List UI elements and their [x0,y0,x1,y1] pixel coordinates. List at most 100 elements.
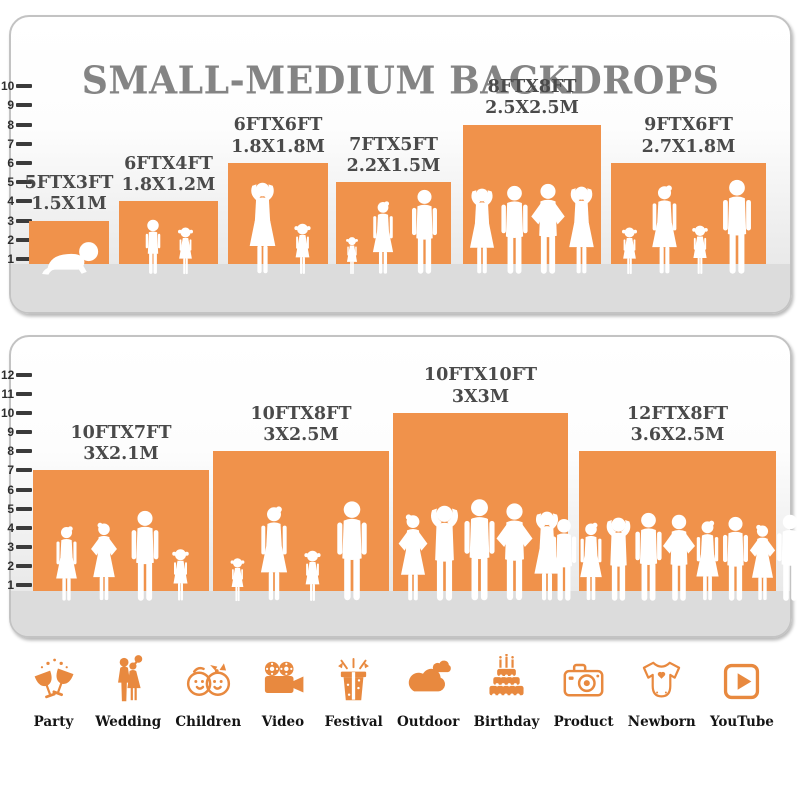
ruler-number-2: 2 [7,232,14,247]
ruler-tick-6 [16,161,32,165]
page-title: SMALL-MEDIUM BACKDROPS [81,56,720,103]
ruler-tick-8 [16,449,32,454]
ruler-number-10: 10 [1,406,15,421]
ruler-number-6: 6 [7,482,14,497]
category-label: Wedding [95,714,162,730]
ruler-tick-3 [16,218,32,223]
size-meters: 1.8X1.2M [121,175,216,196]
category-video: Video [255,654,310,730]
festival-icon [338,657,370,701]
ruler-number-11: 11 [1,387,14,401]
backdrop-bar-10FTX8FT: 10FTX8FT 3X2.5M [213,337,389,636]
ruler-number-2: 2 [7,558,14,573]
person-boy-silhouette [140,217,166,275]
category-label: Children [175,714,242,730]
category-label: Party [33,714,74,730]
ruler-number-8: 8 [7,117,14,132]
person-woman-silhouette [644,185,685,275]
backdrop-bar-10FTX7FT: 10FTX7FT 3X2.1M [33,337,209,636]
person-girl-silhouette [343,235,361,275]
category-festival: Festival [325,654,383,730]
category-party: Party [26,654,81,730]
size-meters: 3X3M [451,386,510,407]
ruler-number-7: 7 [7,136,14,151]
ruler-tick-4 [16,525,32,530]
backdrop-size-label: 12FTX8FT 3.6X2.5M [627,404,728,447]
category-label: Birthday [473,714,540,730]
ruler-number-3: 3 [7,539,14,554]
ruler-tick-6 [16,487,32,492]
video-icon [265,661,304,694]
backdrop-bar-12FTX8FT: 12FTX8FT 3.6X2.5M [579,337,776,636]
ruler-number-9: 9 [7,425,14,440]
ruler-number-7: 7 [7,463,14,478]
size-meters: 1.5X1M [31,194,107,215]
backdrop-bar-10FTX10FT: 10FTX10FT 3X3M [393,337,568,636]
people-silhouettes [555,512,800,602]
size-meters: 2.2X1.5M [346,155,441,176]
person-man-silhouette [770,514,800,602]
ruler-tick-11 [16,392,32,396]
category-birthday: Birthday [473,654,540,730]
ruler-tick-3 [16,544,32,549]
backdrop-size-label: 10FTX7FT 3X2.1M [70,423,171,466]
ruler-number-12: 12 [1,367,15,382]
backdrop-bar-8FTX8FT: 8FTX8FT 2.5X2.5M [463,17,601,312]
children-icon [186,663,230,696]
size-feet: 6FTX4FT [124,153,213,174]
category-label: YouTube [709,714,774,730]
size-feet: 8FTX8FT [487,76,577,97]
category-newborn: Newborn [628,654,696,730]
person-girl-silhouette [227,556,248,602]
person-woman-hip-silhouette [86,522,122,602]
ruler-tick-1 [16,257,32,261]
ruler-number-1: 1 [7,578,14,592]
size-feet: 10FTX8FT [250,403,352,424]
size-meters: 2.7X1.8M [641,136,736,157]
category-label: Newborn [627,714,696,730]
ruler-tick-10 [16,411,32,416]
ruler-number-4: 4 [7,194,14,209]
ruler-number-5: 5 [7,175,14,190]
ruler-tick-10 [16,84,32,89]
backdrop-size-label: 8FTX8FT 2.5X2.5M [485,77,579,120]
person-man-silhouette [124,510,166,602]
size-feet: 6FTX6FT [233,115,323,136]
ruler-tick-4 [16,199,32,204]
backdrop-size-label: 9FTX6FT 2.7X1.8M [642,115,736,158]
size-feet: 10FTX7FT [70,422,172,443]
size-feet: 5FTX3FT [24,172,114,193]
wedding-icon [117,655,142,702]
person-woman-up-silhouette [241,181,284,275]
person-man-silhouette [715,179,759,275]
category-product: Product [554,654,614,730]
ruler-number-3: 3 [7,213,14,228]
ruler-tick-5 [16,180,32,185]
panel-small-backdrops: SMALL-MEDIUM BACKDROPS 1 2 3 4 5 6 7 8 9 10 5FTX3… [1,15,792,314]
ruler-tick-1 [16,583,32,587]
category-row: Party Wedding Children Video Festival Ou… [26,654,774,730]
backdrop-bar-5FTX3FT: 5FTX3FT 1.5X1M [25,17,113,312]
person-girl-silhouette [300,548,325,602]
ruler-number-5: 5 [7,501,14,516]
backdrop-bar-rect [228,163,328,264]
ruler-number-9: 9 [7,98,14,113]
person-baby-silhouette [34,237,104,275]
ruler-tick-8 [16,122,32,127]
category-outdoor: Outdoor [397,654,459,730]
category-wedding: Wedding [95,654,161,730]
ruler-tick-5 [16,506,32,511]
ruler-number-4: 4 [7,520,14,535]
product-icon [563,663,604,697]
category-children: Children [175,654,241,730]
outdoor-icon [408,660,451,692]
person-woman-silhouette [366,201,400,275]
category-label: Festival [324,714,383,730]
backdrop-size-label: 10FTX8FT 3X2.5M [250,404,351,447]
size-meters: 1.8X1.8M [231,136,325,157]
backdrop-size-label: 6FTX4FT 1.8X1.2M [122,154,216,197]
person-girl-silhouette [688,223,712,275]
size-feet: 12FTX8FT [626,403,729,424]
backdrop-size-label: 6FTX6FT 1.8X1.8M [231,115,325,158]
ruler-tick-2 [16,563,32,568]
